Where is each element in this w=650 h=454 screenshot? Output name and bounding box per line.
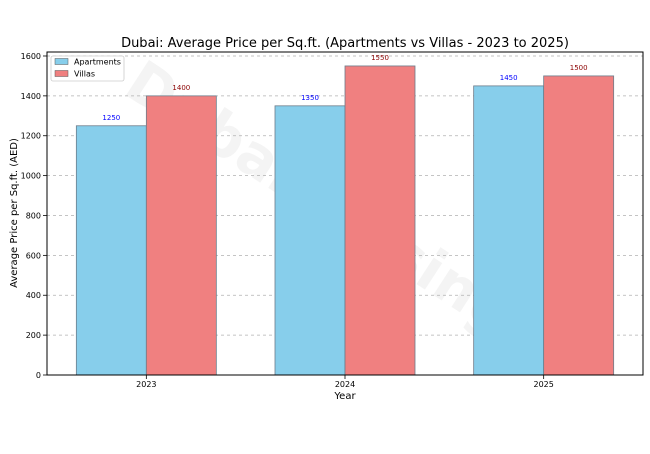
chart-title: Dubai: Average Price per Sq.ft. (Apartme… (121, 36, 569, 51)
bar-villas-2025 (543, 75, 615, 376)
x-tick-label: 2025 (533, 380, 553, 389)
y-axis-label: Average Price per Sq.ft. (AED) (9, 138, 20, 288)
bar-villas-2023 (145, 95, 217, 376)
legend-label-villas: Villas (74, 70, 95, 79)
data-label-apartments-2025: 1450 (500, 74, 518, 82)
data-labels: 1250 1400 1350 1550 1450 1500 (102, 54, 587, 122)
y-axis: 0 200 400 600 800 1000 1200 1400 1600 (21, 52, 47, 380)
data-label-apartments-2024: 1350 (301, 94, 319, 102)
bar-apartments-2023 (75, 125, 147, 376)
y-tick-label: 1200 (21, 132, 41, 141)
legend-swatch-villas (54, 70, 69, 77)
legend-label-apartments: Apartments (74, 58, 121, 67)
x-tick-label: 2023 (136, 380, 156, 389)
legend-box (50, 55, 125, 82)
y-tick-label: 200 (26, 331, 41, 340)
bar-apartments-2024 (274, 105, 346, 376)
legend-swatch-apartments (54, 58, 69, 65)
y-tick-label: 1600 (21, 52, 41, 61)
bar-apartments-2025 (473, 85, 545, 376)
x-axis: 2023 2024 2025 (136, 375, 554, 389)
y-tick-label: 400 (26, 291, 41, 300)
y-tick-label: 1400 (21, 92, 41, 101)
data-label-villas-2023: 1400 (172, 84, 190, 92)
y-tick-label: 800 (26, 211, 41, 220)
bar-villas-2024 (344, 65, 416, 376)
y-tick-label: 0 (36, 371, 41, 380)
bars (75, 65, 615, 376)
x-axis-label: Year (333, 391, 356, 402)
y-tick-label: 600 (26, 251, 41, 260)
legend: Apartments Villas (50, 55, 125, 82)
data-label-apartments-2023: 1250 (102, 114, 120, 122)
y-tick-label: 1000 (21, 172, 41, 181)
data-label-villas-2025: 1500 (570, 64, 588, 72)
x-tick-label: 2024 (335, 380, 355, 389)
data-label-villas-2024: 1550 (371, 54, 389, 62)
